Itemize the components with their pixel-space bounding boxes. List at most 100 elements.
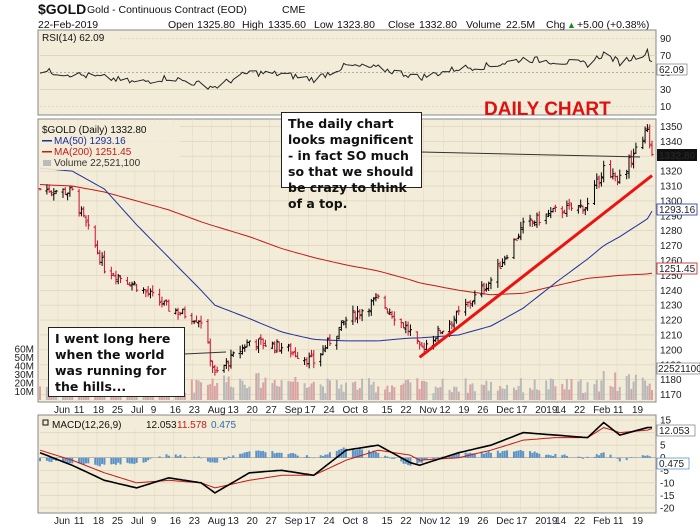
volume-bar bbox=[275, 385, 278, 400]
volume-bar bbox=[618, 386, 621, 400]
macd-histogram-bar bbox=[133, 457, 136, 465]
volume-bar bbox=[287, 380, 290, 400]
macd-histogram-bar bbox=[50, 457, 53, 463]
macd-histogram-bar bbox=[648, 456, 651, 458]
macd-histogram-bar bbox=[112, 457, 115, 465]
x-tick-label: 19 bbox=[458, 405, 470, 416]
macd-histogram-bar bbox=[616, 457, 619, 459]
volume-bar bbox=[581, 393, 584, 400]
rsi-tick-label: 10 bbox=[660, 102, 672, 113]
volume-bar bbox=[193, 392, 196, 400]
volume-bar bbox=[372, 381, 375, 400]
macd-histogram-bar bbox=[384, 455, 387, 458]
macd-histogram-bar bbox=[165, 454, 168, 458]
macd-signal-line bbox=[39, 427, 653, 489]
volume-bar bbox=[227, 376, 230, 400]
macd-histogram-bar bbox=[517, 450, 520, 458]
volume-bar bbox=[409, 382, 412, 400]
trendline bbox=[418, 174, 653, 359]
price-tick-label: 1320 bbox=[660, 167, 683, 178]
volume-bar bbox=[641, 377, 644, 400]
volume-tick-label: 20M bbox=[15, 379, 34, 390]
volume-bar bbox=[634, 374, 637, 400]
macd-histogram-bar bbox=[630, 457, 633, 458]
header-exchange: CME bbox=[282, 4, 305, 16]
volume-tick-label: 60M bbox=[15, 345, 34, 356]
macd-histogram-bar bbox=[98, 457, 101, 467]
volume-bar bbox=[473, 391, 476, 400]
macd-histogram-bar bbox=[503, 450, 506, 458]
macd-histogram-bar bbox=[126, 457, 129, 463]
volume-bar bbox=[248, 386, 251, 400]
volume-bar bbox=[342, 391, 345, 400]
volume-bar bbox=[326, 378, 329, 400]
volume-bar bbox=[370, 384, 373, 400]
volume-bar bbox=[515, 389, 518, 400]
macd-histogram-bar bbox=[586, 456, 589, 458]
support-trendline bbox=[418, 174, 653, 359]
volume-bar bbox=[646, 385, 649, 400]
price-tick-label: 1220 bbox=[660, 316, 683, 327]
x-tick-label: Sep bbox=[285, 516, 303, 527]
volume-bar bbox=[464, 378, 467, 400]
volume-bar bbox=[229, 386, 232, 400]
ma50-tag bbox=[656, 203, 698, 216]
price-tick-label: 1260 bbox=[660, 256, 683, 267]
macd-histogram-bar bbox=[223, 457, 226, 461]
volume-bar bbox=[294, 376, 297, 400]
volume-bar bbox=[561, 383, 564, 400]
macd-histogram-bar bbox=[206, 457, 209, 462]
value-tags: 62.09 1332.80 1293.16 1251.45 22521100 1… bbox=[656, 63, 700, 470]
macd-histogram-bar bbox=[294, 453, 297, 458]
rsi-line bbox=[39, 47, 653, 90]
volume-bar bbox=[243, 384, 246, 400]
volume-tick-label: 10M bbox=[15, 387, 34, 398]
macd-histogram-bar bbox=[167, 455, 170, 458]
close-tag bbox=[657, 149, 697, 161]
macd-histogram-bar bbox=[87, 457, 90, 464]
macd-value-tag-text: 12.053 bbox=[659, 426, 690, 437]
macd-histogram-bar bbox=[280, 452, 283, 458]
rsi-tick-label: 70 bbox=[660, 51, 672, 62]
macd-histogram-bar bbox=[377, 452, 380, 458]
ma50-legend-swatch bbox=[42, 140, 52, 142]
volume-bar bbox=[264, 377, 267, 400]
volume-tag bbox=[656, 362, 700, 375]
macd-histogram-bar bbox=[321, 456, 324, 458]
volume-bar bbox=[425, 381, 428, 400]
macd-histogram-bar bbox=[68, 457, 71, 464]
volume-bar bbox=[448, 389, 451, 400]
macd-histogram-bar bbox=[200, 457, 203, 459]
volume-bar bbox=[565, 378, 568, 400]
x-tick-label: 14 bbox=[555, 516, 567, 527]
x-tick-label: 20 bbox=[247, 516, 259, 527]
price-tick-label: 1240 bbox=[660, 286, 683, 297]
x-tick-label: Nov bbox=[419, 516, 437, 527]
volume-bar bbox=[273, 380, 276, 400]
chg-up-arrow-icon: ▲ bbox=[567, 20, 576, 30]
volume-bar bbox=[402, 383, 405, 400]
x-tick-label: 18 bbox=[93, 516, 105, 527]
macd-histogram-bar bbox=[529, 451, 532, 458]
volume-bar bbox=[190, 379, 193, 400]
price-tick-label: 1300 bbox=[660, 196, 683, 207]
volume-bar bbox=[368, 378, 371, 400]
macd-histogram-bar bbox=[388, 457, 391, 459]
macd-histogram-bar bbox=[305, 455, 308, 458]
volume-bar bbox=[586, 382, 589, 400]
x-tick-label: 17 bbox=[516, 516, 528, 527]
rsi-current-tag bbox=[656, 63, 688, 76]
volume-tag-text: 22521100 bbox=[658, 364, 700, 375]
volume-bar bbox=[335, 379, 338, 400]
volume-bar bbox=[310, 383, 313, 400]
volume-bar bbox=[496, 390, 499, 400]
volume-bar bbox=[570, 378, 573, 400]
macd-histogram-bar bbox=[437, 457, 440, 458]
macd-histogram-bar bbox=[515, 451, 518, 458]
x-tick-label: 26 bbox=[477, 405, 489, 416]
x-tick-label: 16 bbox=[170, 516, 182, 527]
macd-histogram-bar bbox=[80, 457, 83, 465]
macd-histogram-bar bbox=[319, 455, 322, 458]
macd-histogram-bar bbox=[82, 457, 85, 465]
volume-bar bbox=[437, 387, 440, 400]
